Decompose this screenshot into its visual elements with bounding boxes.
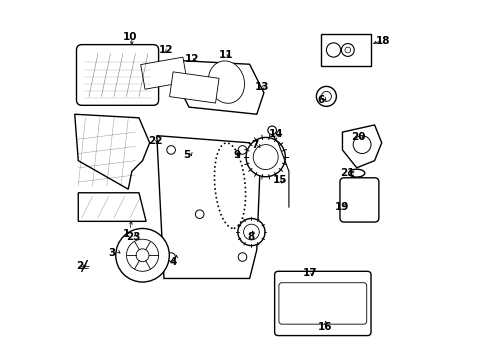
Circle shape (238, 146, 246, 154)
Text: 18: 18 (376, 36, 390, 46)
Circle shape (195, 210, 204, 218)
Text: 1: 1 (122, 229, 130, 239)
Text: 23: 23 (126, 232, 140, 242)
Text: 22: 22 (148, 136, 162, 146)
Circle shape (341, 44, 353, 56)
Text: 13: 13 (255, 82, 269, 92)
Circle shape (116, 228, 169, 282)
Text: 5: 5 (183, 150, 190, 160)
PathPatch shape (174, 61, 263, 114)
PathPatch shape (78, 193, 146, 221)
Circle shape (243, 224, 259, 240)
Circle shape (237, 218, 264, 246)
FancyBboxPatch shape (278, 283, 366, 324)
Text: 17: 17 (302, 268, 317, 278)
Text: 12: 12 (185, 54, 199, 64)
Circle shape (166, 146, 175, 154)
Text: 2: 2 (76, 261, 84, 271)
Ellipse shape (208, 61, 244, 103)
Circle shape (126, 239, 158, 271)
Text: 20: 20 (350, 132, 365, 142)
Circle shape (166, 253, 175, 261)
PathPatch shape (169, 72, 219, 103)
Text: 21: 21 (340, 168, 354, 178)
Text: 4: 4 (169, 257, 176, 267)
FancyBboxPatch shape (274, 271, 370, 336)
Circle shape (326, 43, 340, 57)
Text: 8: 8 (247, 232, 255, 242)
PathPatch shape (75, 114, 150, 189)
Circle shape (352, 136, 370, 154)
Text: 12: 12 (158, 45, 173, 55)
FancyBboxPatch shape (76, 45, 158, 105)
Text: 16: 16 (317, 322, 331, 332)
FancyBboxPatch shape (339, 178, 378, 222)
Bar (320, 34, 370, 66)
Circle shape (321, 91, 331, 101)
Text: 7: 7 (251, 140, 258, 150)
PathPatch shape (342, 125, 381, 168)
Text: 14: 14 (269, 129, 283, 139)
Text: 15: 15 (272, 175, 287, 185)
Circle shape (245, 137, 285, 177)
Circle shape (136, 249, 149, 262)
Text: 9: 9 (233, 150, 240, 160)
Text: 11: 11 (219, 50, 233, 60)
Text: 10: 10 (122, 32, 137, 42)
Circle shape (316, 86, 336, 106)
Text: 19: 19 (334, 202, 349, 212)
Ellipse shape (348, 169, 364, 177)
Circle shape (344, 47, 350, 53)
Text: 3: 3 (108, 248, 116, 258)
Circle shape (253, 145, 278, 170)
Circle shape (238, 253, 246, 261)
PathPatch shape (156, 136, 260, 278)
Text: 6: 6 (317, 95, 324, 105)
PathPatch shape (140, 57, 187, 89)
Circle shape (267, 126, 276, 135)
